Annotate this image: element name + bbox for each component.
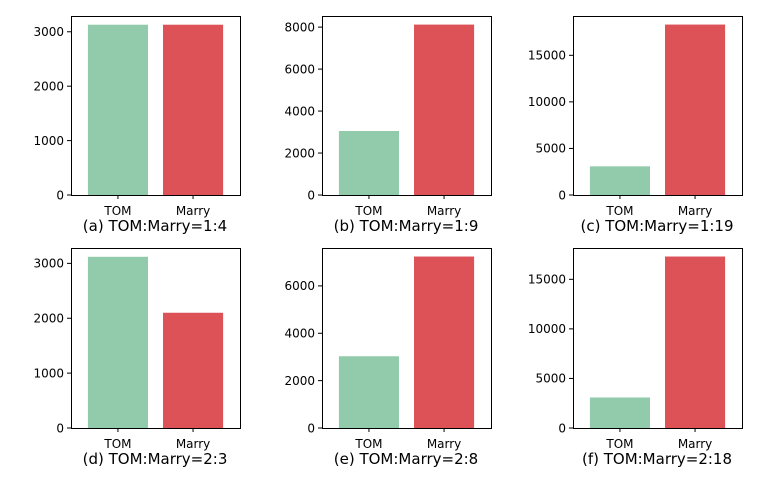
y-tick-label: 1000 <box>33 366 64 380</box>
bar-marry <box>163 24 224 196</box>
bar-marry <box>163 312 224 428</box>
subplot-caption: (d) TOM:Marry=2:3 <box>83 450 228 468</box>
y-tick-label: 4000 <box>284 104 315 118</box>
y-tick-label: 0 <box>56 421 64 435</box>
bar-marry <box>665 24 726 195</box>
y-tick-label: 5000 <box>535 142 566 156</box>
y-tick-label: 15000 <box>528 273 566 287</box>
y-tick-label: 0 <box>307 421 315 435</box>
x-tick-label-marry: Marry <box>678 437 712 451</box>
x-tick-label-marry: Marry <box>427 204 461 218</box>
y-tick-label: 2000 <box>284 374 315 388</box>
bar-tom <box>338 356 399 428</box>
y-tick-label: 2000 <box>33 312 64 326</box>
bar-tom <box>589 397 650 428</box>
y-tick-label: 1000 <box>33 134 64 148</box>
y-tick-label: 15000 <box>528 49 566 63</box>
axes-frame <box>71 16 241 196</box>
axes-frame <box>71 248 241 429</box>
y-tick-label: 2000 <box>33 79 64 93</box>
x-tick-label-tom: TOM <box>354 204 382 218</box>
y-tick-label: 5000 <box>535 372 566 386</box>
bar-marry <box>414 24 475 195</box>
y-tick-label: 2000 <box>284 146 315 160</box>
y-tick-label: 8000 <box>284 20 315 34</box>
y-tick-label: 6000 <box>284 279 315 293</box>
bar-tom <box>338 131 399 195</box>
bar-marry <box>665 256 726 428</box>
x-tick-label-tom: TOM <box>605 204 633 218</box>
subplot-e: 0 2000 4000 6000 TOM Marry(e) TOM:Marry=2:8 <box>284 248 492 468</box>
x-tick-label-marry: Marry <box>176 204 210 218</box>
x-tick-label-marry: Marry <box>678 204 712 218</box>
x-tick-label-tom: TOM <box>103 204 131 218</box>
x-tick-label-tom: TOM <box>103 437 131 451</box>
axes-frame <box>322 16 492 196</box>
y-tick-label: 0 <box>307 188 315 202</box>
subplot-caption: (c) TOM:Marry=1:19 <box>580 217 733 235</box>
subplot-c: 0 5000 10000 15000 TOM Marry(c) TOM:Marry=1:1… <box>528 16 743 235</box>
bar-tom <box>87 24 148 196</box>
y-tick-label: 0 <box>56 188 64 202</box>
x-tick-label-tom: TOM <box>605 437 633 451</box>
bar-tom <box>589 166 650 195</box>
y-tick-label: 4000 <box>284 327 315 341</box>
y-tick-label: 6000 <box>284 62 315 76</box>
y-tick-label: 0 <box>558 188 566 202</box>
subplot-caption: (f) TOM:Marry=2:18 <box>582 450 732 468</box>
x-tick-label-tom: TOM <box>354 437 382 451</box>
subplot-b: 0 2000 4000 6000 8000 TOM Marry(b) TOM:Marry=1… <box>284 16 492 235</box>
y-tick-label: 3000 <box>33 257 64 271</box>
subplot-d: 0 1000 2000 3000 TOM Marry(d) TOM:Marry=2:3 <box>33 248 241 468</box>
subplot-caption: (a) TOM:Marry=1:4 <box>83 217 227 235</box>
axes-frame <box>573 16 743 196</box>
axes-frame <box>573 248 743 429</box>
y-tick-label: 10000 <box>528 322 566 336</box>
axes-frame <box>322 248 492 429</box>
subplot-a: 0 1000 2000 3000 TOM Marry(a) TOM:Marry=1:4 <box>33 16 241 235</box>
bar-marry <box>414 256 475 428</box>
subplot-caption: (e) TOM:Marry=2:8 <box>334 450 478 468</box>
subplot-caption: (b) TOM:Marry=1:9 <box>334 217 479 235</box>
x-tick-label-marry: Marry <box>427 437 461 451</box>
bar-tom <box>87 256 148 428</box>
y-tick-label: 10000 <box>528 95 566 109</box>
y-tick-label: 3000 <box>33 25 64 39</box>
y-tick-label: 0 <box>558 421 566 435</box>
x-tick-label-marry: Marry <box>176 437 210 451</box>
subplot-f: 0 5000 10000 15000 TOM Marry(f) TOM:Marry=2:1… <box>528 248 743 468</box>
